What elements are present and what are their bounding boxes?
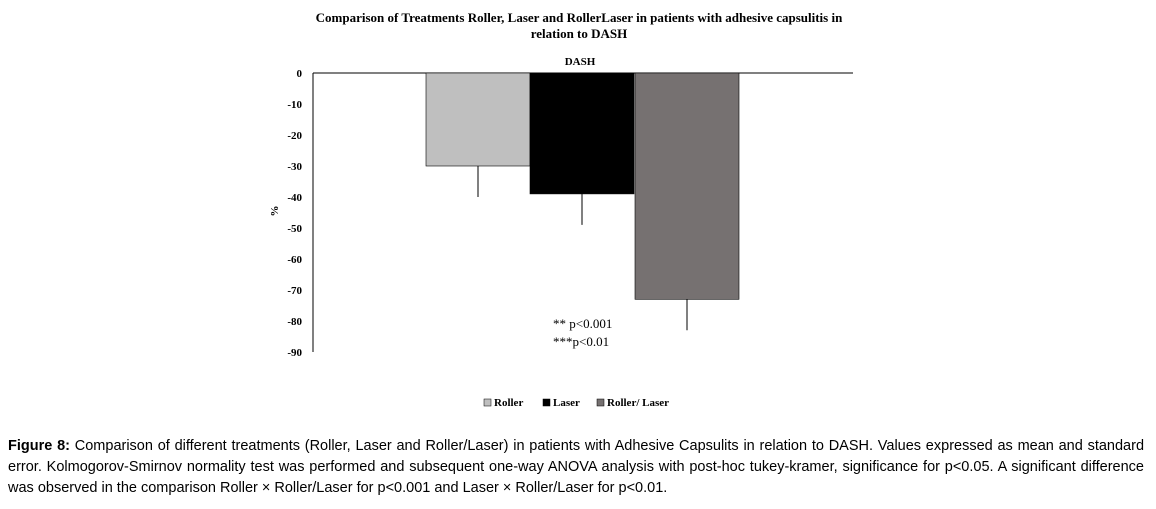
- y-tick-label: -70: [287, 285, 302, 297]
- caption-label: Figure 8:: [8, 438, 70, 454]
- legend-label: Laser: [553, 397, 580, 409]
- y-axis-ticks: 0 -10 -20 -30 -40 -50 -60 -70 -80 -90: [287, 68, 302, 359]
- caption-text: Comparison of different treatments (Roll…: [8, 438, 1145, 496]
- annotation-p01: ***p<0.01: [553, 334, 609, 349]
- annotations: ** p<0.001 ***p<0.01: [553, 316, 612, 349]
- y-tick-label: -40: [287, 192, 302, 204]
- y-tick-label: -90: [287, 347, 302, 359]
- chart-subtitle: DASH: [565, 56, 596, 68]
- error-bars: [477, 166, 688, 331]
- chart-title: Comparison of Treatments Roller, Laser a…: [316, 10, 843, 41]
- chart-title-line1: Comparison of Treatments Roller, Laser a…: [316, 10, 843, 25]
- legend-swatch: [483, 398, 492, 407]
- bar-laser: [529, 72, 635, 195]
- y-tick-label: -50: [287, 223, 302, 235]
- y-tick-label: -60: [287, 254, 302, 266]
- bars: [425, 72, 740, 300]
- legend-swatch: [596, 398, 605, 407]
- legend: Roller Laser Roller/ Laser: [483, 397, 669, 409]
- chart-svg: Comparison of Treatments Roller, Laser a…: [269, 10, 853, 409]
- bar-roller-laser: [634, 72, 740, 300]
- annotation-p001: ** p<0.001: [553, 316, 612, 331]
- y-tick-label: -30: [287, 161, 302, 173]
- figure-caption: Figure 8: Comparison of different treatm…: [8, 436, 1144, 499]
- chart-area: Comparison of Treatments Roller, Laser a…: [269, 10, 853, 409]
- legend-label: Roller: [494, 397, 523, 409]
- y-axis-label: %: [269, 206, 281, 217]
- y-tick-label: -80: [287, 316, 302, 328]
- y-tick-label: -20: [287, 130, 302, 142]
- legend-label: Roller/ Laser: [607, 397, 669, 409]
- y-tick-label: 0: [297, 68, 303, 80]
- chart-title-line2: relation to DASH: [531, 26, 628, 41]
- legend-swatch: [542, 398, 551, 407]
- y-tick-label: -10: [287, 99, 302, 111]
- bar-roller: [425, 72, 531, 167]
